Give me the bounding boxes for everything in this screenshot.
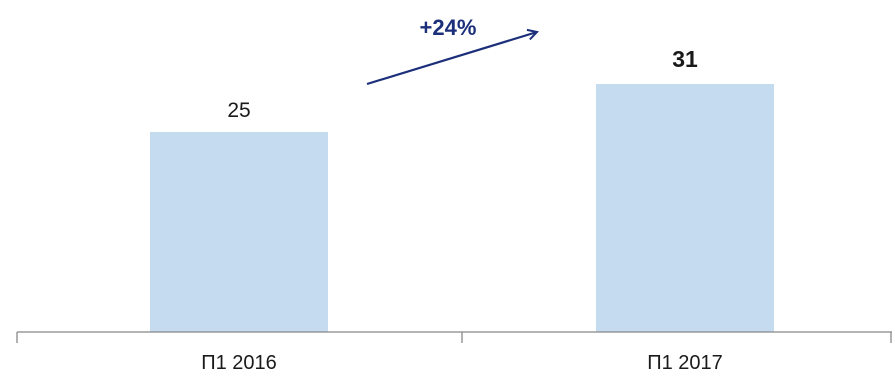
category-labels: П1 2016 П1 2017: [201, 352, 723, 374]
value-label-p1-2016: 25: [227, 99, 250, 122]
growth-label: +24%: [420, 15, 477, 40]
x-axis: [16, 331, 892, 343]
growth-annotation: +24%: [366, 15, 537, 86]
bars-layer: [150, 84, 774, 332]
value-label-p1-2017: 31: [672, 46, 698, 72]
category-label-p1-2016: П1 2016: [201, 352, 277, 374]
growth-arrow-icon: [366, 32, 537, 86]
bar-p1-2017: [596, 84, 774, 332]
value-labels: 25 31: [227, 46, 698, 122]
category-label-p1-2017: П1 2017: [647, 352, 723, 374]
bar-p1-2016: [150, 132, 328, 332]
